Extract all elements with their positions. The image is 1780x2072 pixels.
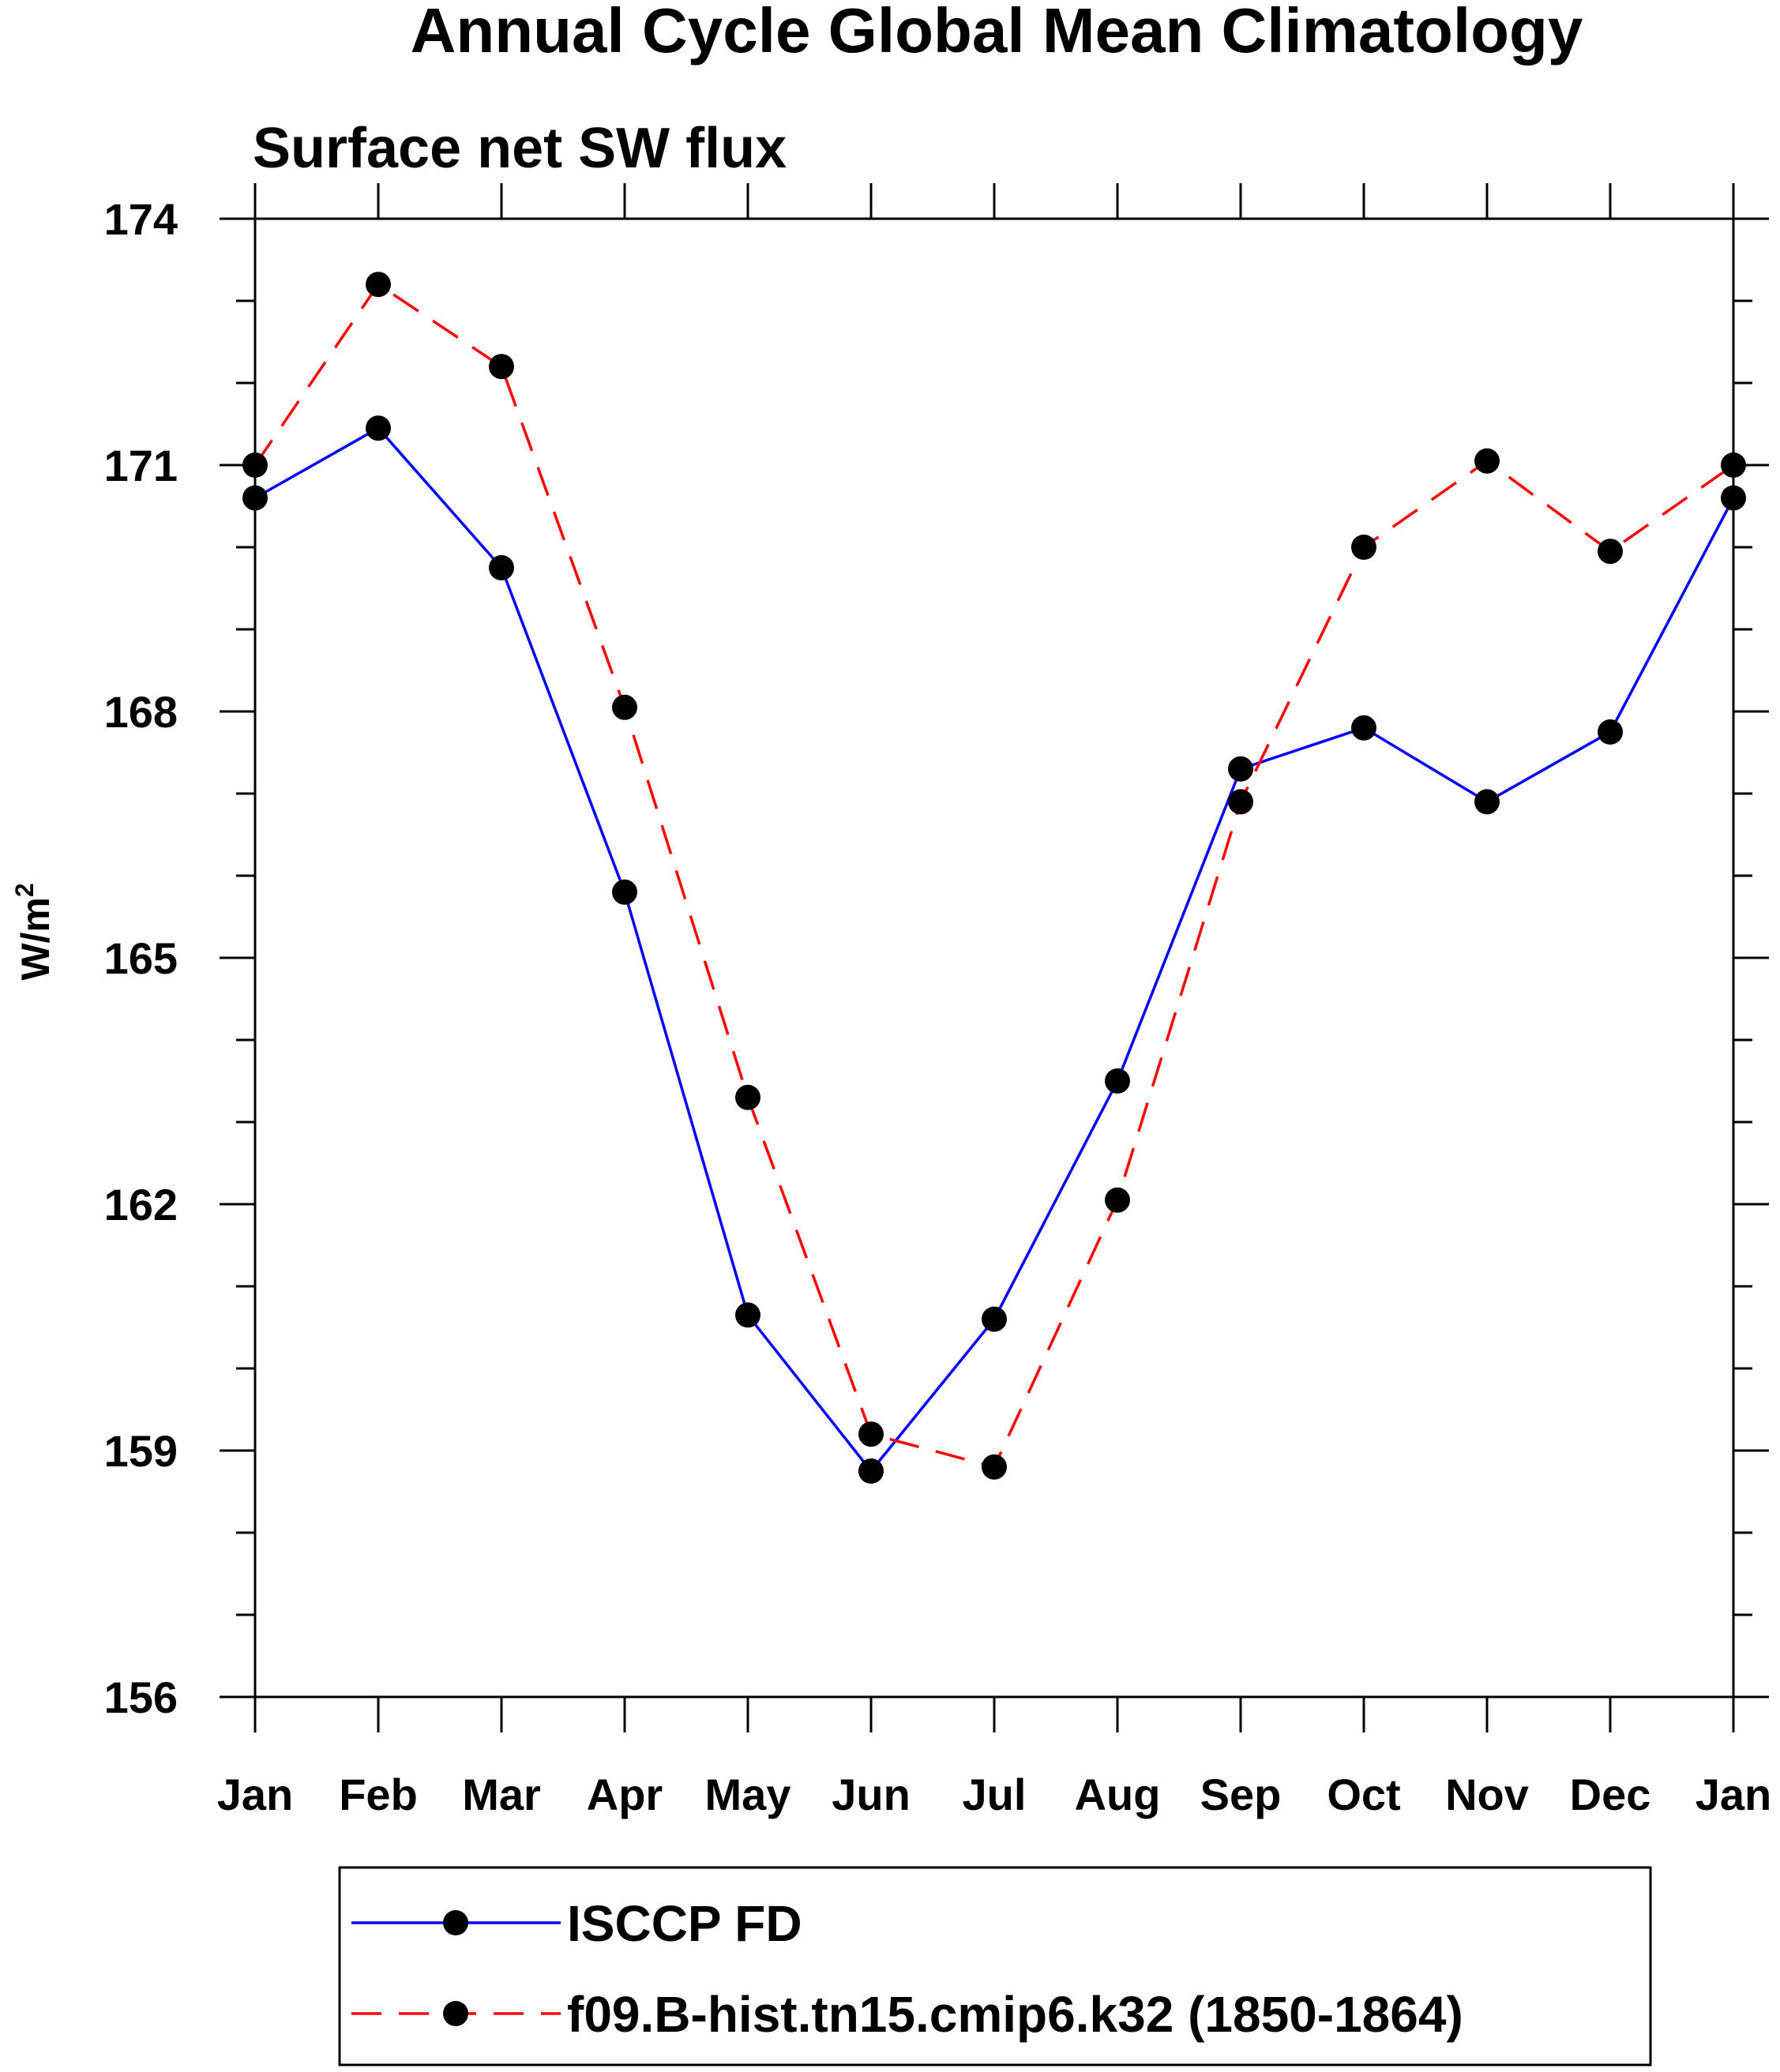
legend-entries: ISCCP FD f09.B-hist.tn15.cmip6.k32 (1850-… <box>351 1895 1463 2043</box>
x-tick-label: Nov <box>1445 1770 1529 1819</box>
x-tick-label: May <box>705 1770 791 1819</box>
data-point-series-2 <box>1598 539 1623 565</box>
x-tick-label: Dec <box>1570 1770 1651 1819</box>
data-point-series-1 <box>366 415 391 441</box>
y-axis-label: W/m2 <box>10 883 58 980</box>
data-point-series-1 <box>982 1306 1007 1332</box>
series-lines <box>253 283 1735 1473</box>
data-point-series-1 <box>612 879 637 905</box>
data-point-series-2 <box>858 1421 884 1447</box>
legend-marker-1 <box>443 1910 468 1935</box>
x-tick-label: Apr <box>587 1770 663 1819</box>
chart-subtitle: Surface net SW flux <box>253 117 787 180</box>
data-point-series-2 <box>489 354 514 380</box>
data-point-series-1 <box>1228 756 1253 782</box>
legend-label-2: f09.B-hist.tn15.cmip6.k32 (1850-1864) <box>567 1986 1463 2043</box>
x-tick-label: Oct <box>1327 1770 1400 1819</box>
x-tick-label: Sep <box>1200 1770 1282 1819</box>
series-line-2 <box>253 283 1735 1469</box>
axis-ticks <box>220 183 1769 1732</box>
y-tick-label: 171 <box>104 441 178 490</box>
series-markers <box>242 272 1746 1484</box>
chart-title: Annual Cycle Global Mean Climatology <box>411 0 1583 66</box>
x-tick-label: Feb <box>339 1770 418 1819</box>
data-point-series-1 <box>1474 789 1500 815</box>
legend-marker-2 <box>443 2001 468 2026</box>
data-point-series-1 <box>1351 715 1376 741</box>
data-point-series-2 <box>612 694 637 720</box>
x-tick-label: Jul <box>963 1770 1027 1819</box>
data-point-series-2 <box>1105 1187 1130 1213</box>
x-tick-label: Aug <box>1075 1770 1161 1819</box>
data-point-series-1 <box>1105 1068 1130 1094</box>
y-tick-label: 162 <box>104 1180 178 1229</box>
x-tick-labels: Jan Feb Mar Apr May Jun Jul Aug Sep Oct Nov Dec Jan <box>217 1770 1772 1819</box>
legend: ISCCP FD f09.B-hist.tn15.cmip6.k32 (1850-… <box>338 1866 1652 2066</box>
y-tick-label: 159 <box>104 1426 178 1476</box>
plot-frame <box>253 217 1735 1699</box>
data-point-series-2 <box>1228 789 1253 815</box>
x-tick-label: Jun <box>832 1770 911 1819</box>
data-point-series-1 <box>735 1302 760 1328</box>
data-point-series-2 <box>366 272 391 298</box>
data-point-series-2 <box>1351 535 1376 560</box>
x-tick-label: Mar <box>462 1770 541 1819</box>
data-point-series-2 <box>1474 448 1500 474</box>
y-tick-label: 156 <box>104 1672 178 1722</box>
x-tick-label: Jan <box>1696 1770 1772 1819</box>
y-tick-label: 168 <box>104 687 178 737</box>
y-axis-label-base: W/m <box>13 897 58 981</box>
y-axis-label-superscript: 2 <box>10 883 39 897</box>
data-point-series-2 <box>735 1084 760 1110</box>
legend-box <box>338 1866 1652 2066</box>
legend-label-1: ISCCP FD <box>567 1895 802 1952</box>
x-tick-label: Jan <box>217 1770 294 1819</box>
data-point-series-1 <box>858 1458 884 1484</box>
data-point-series-1 <box>1598 719 1623 745</box>
data-point-series-2 <box>982 1454 1007 1480</box>
y-tick-labels: 156 159 162 165 168 171 174 <box>104 194 178 1722</box>
y-tick-label: 174 <box>104 194 178 244</box>
data-point-series-1 <box>489 555 514 580</box>
y-tick-label: 165 <box>104 933 178 983</box>
